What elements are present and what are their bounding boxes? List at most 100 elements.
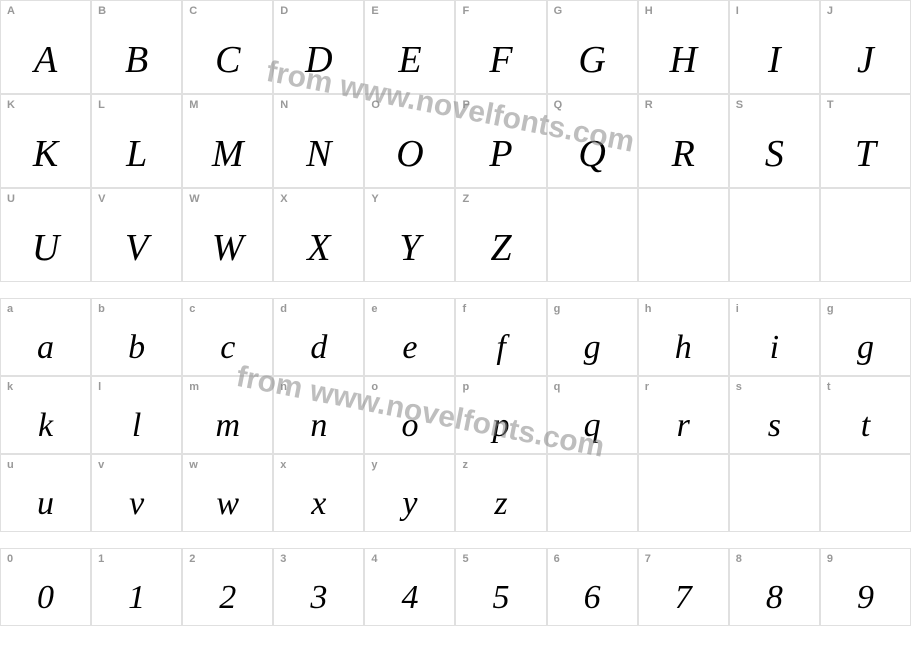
cell-glyph: S (730, 135, 819, 173)
cell-label: S (736, 99, 743, 111)
cell-label: p (462, 381, 469, 393)
glyph-cell: gg (820, 298, 911, 376)
glyph-cell: DD (273, 0, 364, 94)
glyph-cell (547, 454, 638, 532)
glyph-cell: LL (91, 94, 182, 188)
glyph-cell: SS (729, 94, 820, 188)
glyph-cell: gg (547, 298, 638, 376)
cell-label: Y (371, 193, 378, 205)
cell-label: 2 (189, 553, 195, 565)
glyph-cell: ll (91, 376, 182, 454)
cell-glyph: F (456, 41, 545, 79)
cell-label: C (189, 5, 197, 17)
cell-label: y (371, 459, 377, 471)
glyph-cell: oo (364, 376, 455, 454)
glyph-cell (729, 454, 820, 532)
cell-glyph: 2 (183, 581, 272, 615)
glyph-cell: ff (455, 298, 546, 376)
glyph-cell: HH (638, 0, 729, 94)
glyph-cell (638, 188, 729, 282)
cell-label: s (736, 381, 742, 393)
cell-label: L (98, 99, 105, 111)
cell-glyph: K (1, 135, 90, 173)
cell-label: V (98, 193, 105, 205)
cell-glyph: D (274, 41, 363, 79)
cell-glyph: E (365, 41, 454, 79)
cell-glyph: m (183, 409, 272, 443)
cell-glyph: V (92, 229, 181, 267)
cell-glyph: u (1, 487, 90, 521)
glyph-cell: TT (820, 94, 911, 188)
cell-glyph: W (183, 229, 272, 267)
glyph-cell: xx (273, 454, 364, 532)
section-gap (0, 532, 911, 548)
glyph-cell: mm (182, 376, 273, 454)
glyph-cell (547, 188, 638, 282)
glyph-cell: 77 (638, 548, 729, 626)
cell-label: I (736, 5, 739, 17)
cell-glyph: L (92, 135, 181, 173)
cell-label: F (462, 5, 469, 17)
cell-glyph: O (365, 135, 454, 173)
glyph-cell: ss (729, 376, 820, 454)
cell-glyph: P (456, 135, 545, 173)
lowercase-section: aabbccddeeffgghhiiggkkllmmnnooppqqrrsstt… (0, 298, 911, 532)
glyph-cell: kk (0, 376, 91, 454)
cell-label: 9 (827, 553, 833, 565)
cell-label: x (280, 459, 286, 471)
glyph-cell (729, 188, 820, 282)
cell-glyph: f (456, 331, 545, 365)
cell-label: q (554, 381, 561, 393)
glyph-cell: aa (0, 298, 91, 376)
cell-label: 5 (462, 553, 468, 565)
glyph-cell: yy (364, 454, 455, 532)
glyph-cell: GG (547, 0, 638, 94)
glyph-cell: WW (182, 188, 273, 282)
cell-glyph: 1 (92, 581, 181, 615)
cell-glyph: d (274, 331, 363, 365)
cell-glyph: Y (365, 229, 454, 267)
cell-label: Z (462, 193, 469, 205)
glyph-cell: 55 (455, 548, 546, 626)
cell-glyph: q (548, 409, 637, 443)
cell-label: 3 (280, 553, 286, 565)
cell-label: P (462, 99, 469, 111)
glyph-cell: pp (455, 376, 546, 454)
cell-glyph: o (365, 409, 454, 443)
glyph-cell: MM (182, 94, 273, 188)
cell-label: l (98, 381, 101, 393)
cell-label: k (7, 381, 13, 393)
glyph-cell: RR (638, 94, 729, 188)
cell-label: 1 (98, 553, 104, 565)
cell-glyph: H (639, 41, 728, 79)
cell-glyph: a (1, 331, 90, 365)
glyph-cell: XX (273, 188, 364, 282)
cell-label: b (98, 303, 105, 315)
glyph-cell (820, 188, 911, 282)
glyph-cell: BB (91, 0, 182, 94)
glyph-cell: VV (91, 188, 182, 282)
cell-glyph: Q (548, 135, 637, 173)
glyph-cell: dd (273, 298, 364, 376)
cell-glyph: 3 (274, 581, 363, 615)
cell-glyph: v (92, 487, 181, 521)
glyph-cell: ii (729, 298, 820, 376)
cell-glyph: y (365, 487, 454, 521)
cell-glyph: g (548, 331, 637, 365)
cell-label: u (7, 459, 14, 471)
cell-label: i (736, 303, 739, 315)
font-specimen: AABBCCDDEEFFGGHHIIJJKKLLMMNNOOPPQQRRSSTT… (0, 0, 911, 626)
glyph-cell: KK (0, 94, 91, 188)
cell-glyph: R (639, 135, 728, 173)
cell-label: z (462, 459, 468, 471)
cell-label: R (645, 99, 653, 111)
cell-glyph: 8 (730, 581, 819, 615)
glyph-cell: uu (0, 454, 91, 532)
cell-glyph: p (456, 409, 545, 443)
cell-glyph: J (821, 41, 910, 79)
glyph-cell: qq (547, 376, 638, 454)
glyph-cell: cc (182, 298, 273, 376)
cell-glyph: 4 (365, 581, 454, 615)
cell-label: O (371, 99, 380, 111)
cell-label: n (280, 381, 287, 393)
